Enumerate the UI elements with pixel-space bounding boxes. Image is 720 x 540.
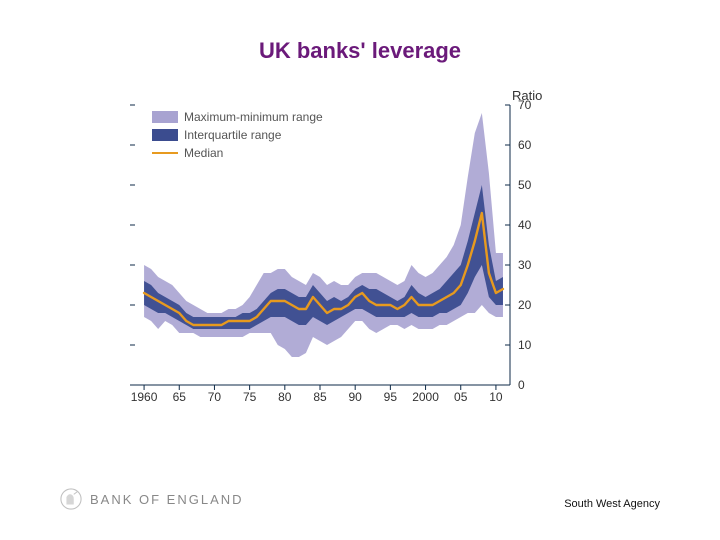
x-tick-label: 05 bbox=[454, 390, 467, 404]
x-tick-label: 75 bbox=[243, 390, 256, 404]
y-tick-label: 20 bbox=[518, 298, 531, 312]
legend-line bbox=[152, 152, 178, 154]
legend-swatch bbox=[152, 129, 178, 141]
legend-item: Maximum-minimum range bbox=[152, 110, 323, 124]
x-tick-label: 1960 bbox=[131, 390, 158, 404]
legend-item: Interquartile range bbox=[152, 128, 323, 142]
legend-swatch bbox=[152, 111, 178, 123]
y-tick-label: 70 bbox=[518, 98, 531, 112]
bank-name: BANK OF ENGLAND bbox=[90, 492, 244, 507]
y-tick-label: 30 bbox=[518, 258, 531, 272]
legend-label: Median bbox=[184, 146, 223, 160]
y-tick-label: 10 bbox=[518, 338, 531, 352]
x-tick-label: 85 bbox=[313, 390, 326, 404]
page-title: UK banks' leverage bbox=[0, 38, 720, 64]
y-tick-label: 50 bbox=[518, 178, 531, 192]
x-tick-label: 95 bbox=[384, 390, 397, 404]
x-tick-label: 2000 bbox=[412, 390, 439, 404]
x-tick-label: 80 bbox=[278, 390, 291, 404]
y-tick-label: 60 bbox=[518, 138, 531, 152]
legend-label: Maximum-minimum range bbox=[184, 110, 323, 124]
legend-item: Median bbox=[152, 146, 323, 160]
x-tick-label: 90 bbox=[348, 390, 361, 404]
agency-label: South West Agency bbox=[564, 498, 660, 510]
chart-legend: Maximum-minimum range Interquartile rang… bbox=[152, 110, 323, 164]
x-tick-label: 65 bbox=[173, 390, 186, 404]
footer-logo-block: BANK OF ENGLAND bbox=[60, 488, 244, 510]
y-tick-label: 0 bbox=[518, 378, 525, 392]
x-tick-label: 10 bbox=[489, 390, 502, 404]
x-tick-label: 70 bbox=[208, 390, 221, 404]
britannia-icon bbox=[60, 488, 82, 510]
leverage-chart: Maximum-minimum range Interquartile rang… bbox=[130, 100, 560, 430]
y-tick-label: 40 bbox=[518, 218, 531, 232]
legend-label: Interquartile range bbox=[184, 128, 281, 142]
